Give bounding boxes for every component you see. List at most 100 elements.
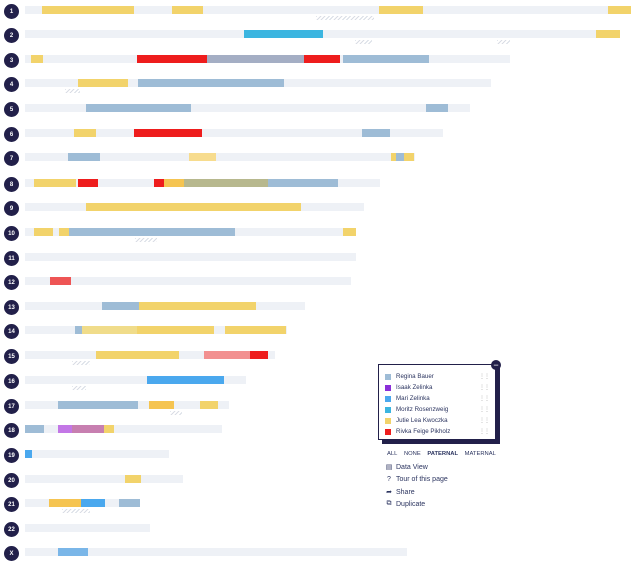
chromosome-badge[interactable]: 6 [4,127,19,142]
chromosome-track[interactable] [25,499,140,507]
chromosome-badge[interactable]: 17 [4,399,19,414]
dna-segment[interactable] [268,179,338,187]
dna-segment[interactable] [69,228,235,236]
chromosome-badge[interactable]: 20 [4,473,19,488]
chromosome-badge[interactable]: 1 [4,4,19,19]
tour-link[interactable]: ? Tour of this page [385,476,448,483]
dna-segment[interactable] [82,326,137,334]
filter-none-link[interactable]: NONE [403,451,421,457]
dna-segment[interactable] [343,228,356,236]
chromosome-track[interactable] [25,351,275,359]
dna-segment[interactable] [147,376,224,384]
dna-segment[interactable] [81,499,105,507]
dna-segment[interactable] [608,6,631,14]
dna-segment[interactable] [68,153,100,161]
dna-segment[interactable] [244,30,323,38]
chromosome-badge[interactable]: 15 [4,349,19,364]
filter-paternal-link[interactable]: PATERNAL [427,451,459,457]
chromosome-track[interactable] [25,475,183,483]
dna-segment[interactable] [75,326,82,334]
dna-segment[interactable] [137,326,214,334]
chromosome-badge[interactable]: 19 [4,448,19,463]
legend-swatch[interactable] [385,395,391,402]
legend-item[interactable]: Moritz Rosenzweig ⋮⋮ [385,404,493,415]
chromosome-track[interactable] [25,55,510,63]
chromosome-track[interactable] [25,104,470,112]
drag-handle-icon[interactable]: ⋮⋮ [479,429,490,435]
drag-handle-icon[interactable]: ⋮⋮ [479,396,490,402]
dna-segment[interactable] [102,302,139,310]
chromosome-track[interactable] [25,6,631,14]
legend-collapse-icon[interactable]: − [491,360,501,370]
dna-segment[interactable] [34,228,53,236]
dna-segment[interactable] [138,79,284,87]
dna-segment[interactable] [25,450,32,458]
dna-segment[interactable] [49,499,81,507]
chromosome-badge[interactable]: 11 [4,251,19,266]
legend-item[interactable]: Mari Zelinka ⋮⋮ [385,393,493,404]
dna-segment[interactable] [59,228,69,236]
dna-segment[interactable] [72,425,104,433]
chromosome-badge[interactable]: 2 [4,28,19,43]
dna-segment[interactable] [250,351,268,359]
dna-segment[interactable] [184,179,268,187]
dna-segment[interactable] [134,129,202,137]
dna-segment[interactable] [96,351,179,359]
share-link[interactable]: ➦ Share [385,488,415,497]
dna-segment[interactable] [189,153,216,161]
dna-segment[interactable] [119,499,140,507]
chromosome-track[interactable] [25,302,305,310]
legend-swatch[interactable] [385,428,391,435]
data-view-link[interactable]: ▤ Data View [385,463,428,472]
dna-segment[interactable] [58,401,138,409]
chromosome-track[interactable] [25,153,415,161]
chromosome-track[interactable] [25,401,229,409]
dna-segment[interactable] [78,79,128,87]
drag-handle-icon[interactable]: ⋮⋮ [479,407,490,413]
legend-swatch[interactable] [385,417,391,424]
chromosome-badge[interactable]: 22 [4,522,19,537]
dna-segment[interactable] [596,30,620,38]
legend-swatch[interactable] [385,384,391,391]
chromosome-badge[interactable]: 8 [4,177,19,192]
chromosome-track[interactable] [25,524,150,532]
dna-segment[interactable] [204,351,250,359]
dna-segment[interactable] [426,104,448,112]
dna-segment[interactable] [125,475,141,483]
dna-segment[interactable] [404,153,414,161]
chromosome-track[interactable] [25,425,222,433]
dna-segment[interactable] [25,425,44,433]
dna-segment[interactable] [200,401,218,409]
chromosome-badge[interactable]: 14 [4,324,19,339]
dna-segment[interactable] [379,6,423,14]
dna-segment[interactable] [139,302,256,310]
chromosome-badge[interactable]: 16 [4,374,19,389]
chromosome-track[interactable] [25,79,491,87]
chromosome-track[interactable] [25,376,246,384]
dna-segment[interactable] [34,179,76,187]
chromosome-track[interactable] [25,179,380,187]
chromosome-track[interactable] [25,548,407,556]
filter-all-link[interactable]: ALL [387,451,398,457]
dna-segment[interactable] [78,179,98,187]
dna-segment[interactable] [149,401,174,409]
dna-segment[interactable] [396,153,404,161]
dna-segment[interactable] [104,425,114,433]
chromosome-track[interactable] [25,228,356,236]
filter-maternal-link[interactable]: MATERNAL [464,451,496,457]
dna-segment[interactable] [58,548,88,556]
duplicate-link[interactable]: ⧉ Duplicate [385,500,426,508]
dna-segment[interactable] [207,55,304,63]
chromosome-track[interactable] [25,326,287,334]
dna-segment[interactable] [42,6,134,14]
dna-segment[interactable] [164,179,184,187]
legend-item[interactable]: Isaak Zelinka ⋮⋮ [385,382,493,393]
dna-segment[interactable] [137,55,207,63]
chromosome-badge[interactable]: 13 [4,300,19,315]
dna-segment[interactable] [86,104,191,112]
chromosome-badge[interactable]: 4 [4,77,19,92]
dna-segment[interactable] [304,55,340,63]
dna-segment[interactable] [50,277,71,285]
legend-item[interactable]: Rivka Feige Pikholz ⋮⋮ [385,426,493,437]
dna-segment[interactable] [225,326,286,334]
